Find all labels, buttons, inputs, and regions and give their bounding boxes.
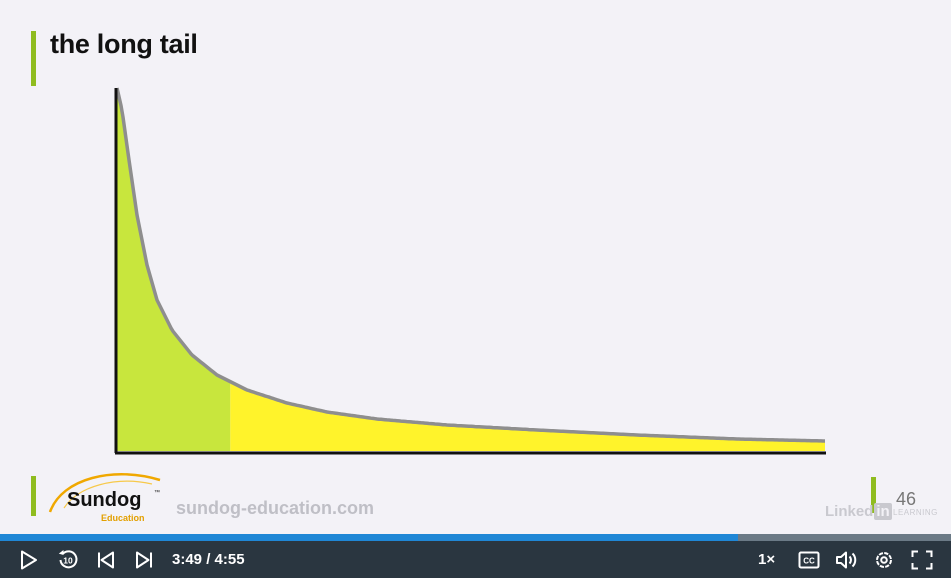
fullscreen-button[interactable] bbox=[908, 541, 936, 578]
play-button[interactable] bbox=[14, 541, 44, 578]
logo-subtext: Education bbox=[101, 513, 145, 523]
logo-text: Sundog bbox=[67, 489, 142, 511]
svg-text:CC: CC bbox=[803, 556, 815, 565]
settings-button[interactable] bbox=[871, 541, 897, 578]
long-tail-chart bbox=[114, 87, 826, 455]
current-time: 3:49 bbox=[172, 551, 203, 568]
captions-icon: CC bbox=[798, 551, 820, 568]
player-controls: 10 3:49 / 4:55 1× CC bbox=[0, 541, 951, 578]
rewind-10-icon: 10 bbox=[58, 549, 78, 568]
previous-icon bbox=[98, 551, 114, 568]
slide: the long tail Sundog ™ Education sundog-… bbox=[31, 29, 938, 523]
slide-title: the long tail bbox=[50, 29, 198, 59]
logo-trademark: ™ bbox=[154, 490, 160, 496]
long-tail-curve bbox=[115, 87, 825, 443]
time-display: 3:49 / 4:55 bbox=[172, 541, 245, 578]
title-accent-bar bbox=[31, 31, 36, 86]
volume-icon bbox=[836, 551, 857, 568]
playback-speed-button[interactable]: 1× bbox=[758, 551, 776, 568]
linkedin-watermark: Linked in bbox=[825, 503, 892, 520]
duration: 4:55 bbox=[214, 551, 245, 568]
svg-text:10: 10 bbox=[63, 555, 73, 565]
fullscreen-icon bbox=[911, 550, 933, 569]
next-button[interactable] bbox=[130, 541, 158, 578]
progress-fill bbox=[0, 534, 738, 541]
site-url: sundog-education.com bbox=[176, 498, 374, 518]
captions-button[interactable]: CC bbox=[796, 541, 822, 578]
settings-icon bbox=[876, 551, 892, 568]
volume-button[interactable] bbox=[834, 541, 860, 578]
rewind-10-button[interactable]: 10 bbox=[53, 541, 83, 578]
watermark-main: Linked bbox=[825, 503, 874, 520]
head-area bbox=[117, 88, 231, 451]
footer-accent-bar-right bbox=[871, 477, 876, 513]
watermark-in: in bbox=[874, 503, 892, 520]
sundog-logo-swoosh bbox=[48, 473, 161, 513]
slide-number: 46 bbox=[896, 489, 917, 509]
play-icon bbox=[21, 550, 37, 569]
footer-accent-bar-left bbox=[31, 476, 36, 516]
watermark-sub: LEARNING bbox=[893, 508, 938, 517]
tail-area bbox=[230, 381, 826, 451]
previous-button[interactable] bbox=[92, 541, 120, 578]
next-icon bbox=[136, 551, 152, 568]
time-separator: / bbox=[206, 551, 211, 568]
progress-bar[interactable] bbox=[0, 534, 951, 541]
